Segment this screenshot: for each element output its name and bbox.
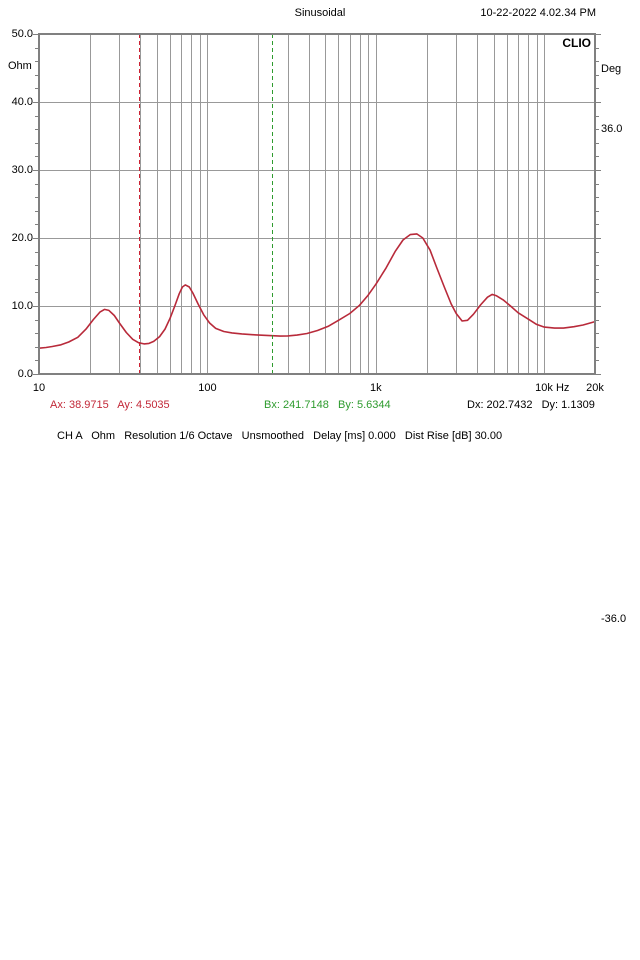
impedance-curve	[38, 233, 596, 349]
x-tick-label: 10k Hz	[535, 382, 570, 394]
status-bar: CH A Ohm Resolution 1/6 Octave Unsmoothe…	[57, 430, 503, 442]
impedance-frequency-chart[interactable]	[0, 0, 640, 480]
grid-lines	[39, 34, 595, 374]
plot-background[interactable]	[39, 34, 595, 374]
y-right-unit-label: Deg	[601, 63, 622, 75]
cursor-delta-readout: Dx: 202.7432 Dy: 1.1309	[467, 399, 595, 411]
y-left-tick-label: 20.0	[11, 232, 33, 244]
plot-border	[38, 33, 596, 375]
y-left-tick-label: 40.0	[11, 96, 33, 108]
y-left-tick-label: 30.0	[11, 164, 33, 176]
x-tick-label: 20k	[586, 382, 604, 394]
cursor-b-readout: Bx: 241.7148 By: 5.6344	[264, 399, 391, 411]
x-tick-label: 10	[32, 382, 46, 394]
measurement-title: Sinusoidal	[294, 7, 346, 19]
timestamp: 10-22-2022 4.02.34 PM	[480, 7, 596, 19]
cursor-a-readout: Ax: 38.9715 Ay: 4.5035	[50, 399, 170, 411]
clio-logo: CLIO	[562, 36, 591, 50]
axis-minor-ticks	[33, 34, 601, 375]
clio-measurement-window: Sinusoidal 10-22-2022 4.02.34 PM 50.0 40.…	[0, 0, 640, 625]
y-right-tick-label: -36.0	[601, 612, 627, 625]
y-left-tick-label: 0.0	[17, 368, 33, 380]
y-left-tick-label: 50.0	[11, 28, 33, 40]
y-right-tick-label: 36.0	[601, 123, 623, 136]
y-left-tick-label: 10.0	[11, 300, 33, 312]
y-left-unit-label: Ohm	[8, 60, 32, 72]
x-tick-label: 1k	[370, 382, 382, 394]
x-tick-label: 100	[198, 382, 217, 394]
